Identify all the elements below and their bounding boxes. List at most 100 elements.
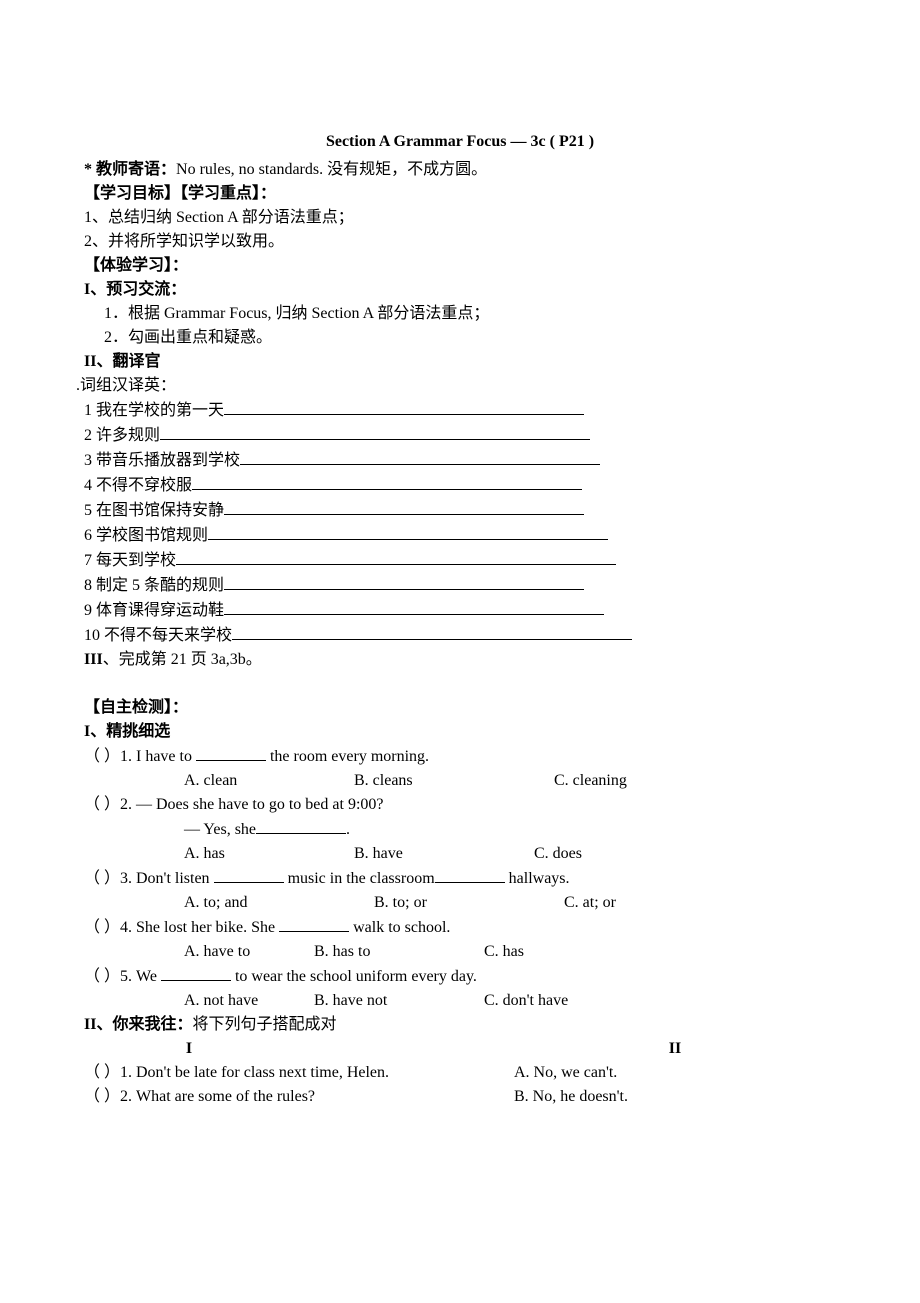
match-head-right: II — [294, 1037, 836, 1061]
mc-q1: （ ）1. I have to the room every morning. — [84, 744, 836, 769]
blank-line — [224, 498, 584, 515]
motto-label: * 教师寄语： — [84, 161, 176, 178]
translate-item-10: 10 不得不每天来学校 — [84, 623, 836, 648]
goal-2: 2、并将所学知识学以致用。 — [84, 230, 836, 254]
worksheet-page: Section A Grammar Focus — 3c ( P21 ) * 教… — [0, 0, 920, 1303]
translate-prompt-4: 4 不得不穿校服 — [84, 477, 192, 494]
match-heading-line: II、你来我往：将下列句子搭配成对 — [84, 1013, 836, 1037]
mc-stem-b: walk to school. — [349, 919, 450, 936]
mc-stem: （ ）1. I have to — [84, 748, 196, 765]
translate-prompt-7: 7 每天到学校 — [84, 552, 176, 569]
preview-heading: I、预习交流： — [84, 278, 836, 302]
mc-opt-b: B. has to — [314, 940, 484, 964]
mc-q4: （ ）4. She lost her bike. She walk to sch… — [84, 915, 836, 940]
translate-item-1: 1 我在学校的第一天 — [84, 398, 836, 423]
translate-item-7: 7 每天到学校 — [84, 548, 836, 573]
mc-opt-c: C. does — [534, 842, 582, 866]
experience-heading: 【体验学习】： — [84, 254, 836, 278]
preview-1: 1．根据 Grammar Focus, 归纳 Section A 部分语法重点； — [84, 302, 836, 326]
blank-line — [224, 598, 604, 615]
mc-opt-b: B. have not — [314, 989, 484, 1013]
blank-inline — [435, 866, 505, 883]
match-head-left: I — [84, 1037, 294, 1061]
selftest-heading: 【自主检测】： — [84, 696, 836, 720]
mc-q3: （ ）3. Don't listen music in the classroo… — [84, 866, 836, 891]
blank-inline — [214, 866, 284, 883]
mc-q2-ans-b: . — [346, 821, 350, 838]
mc-heading: I、精挑细选 — [84, 720, 836, 744]
translate-prompt-9: 9 体育课得穿运动鞋 — [84, 602, 224, 619]
iii-line: III、完成第 21 页 3a,3b。 — [84, 648, 836, 672]
translate-item-8: 8 制定 5 条酷的规则 — [84, 573, 836, 598]
translate-prompt-2: 2 许多规则 — [84, 427, 160, 444]
blank-inline — [256, 817, 346, 834]
match-q2: （ ）2. What are some of the rules? — [84, 1085, 514, 1109]
translate-item-3: 3 带音乐播放器到学校 — [84, 448, 836, 473]
blank-inline — [279, 915, 349, 932]
iii-label: III — [84, 651, 103, 668]
match-q1: （ ）1. Don't be late for class next time,… — [84, 1061, 514, 1085]
spacer — [84, 672, 836, 696]
blank-inline — [196, 744, 266, 761]
mc-opt-b: B. cleans — [354, 769, 554, 793]
mc-stem-c: hallways. — [505, 870, 570, 887]
mc-stem: （ ）3. Don't listen — [84, 870, 214, 887]
mc-q2-ans-a: — Yes, she — [184, 821, 256, 838]
mc-stem-b: the room every morning. — [266, 748, 429, 765]
mc-opt-a: A. not have — [184, 989, 314, 1013]
mc-stem: （ ）2. — Does she have to go to bed at 9:… — [84, 796, 384, 813]
translate-sub: .词组汉译英： — [76, 374, 836, 398]
mc-opt-c: C. don't have — [484, 989, 568, 1013]
mc-opt-c: C. cleaning — [554, 769, 627, 793]
mc-opt-b: B. have — [354, 842, 534, 866]
translate-prompt-5: 5 在图书馆保持安静 — [84, 502, 224, 519]
match-row-1: （ ）1. Don't be late for class next time,… — [84, 1061, 836, 1085]
mc-q1-opts: A. cleanB. cleansC. cleaning — [84, 769, 836, 793]
blank-line — [240, 448, 600, 465]
goal-1: 1、总结归纳 Section A 部分语法重点； — [84, 206, 836, 230]
mc-stem-b: music in the classroom — [284, 870, 435, 887]
mc-q2-opts: A. hasB. haveC. does — [84, 842, 836, 866]
goals-heading: 【学习目标】【学习重点】： — [84, 182, 836, 206]
preview-2: 2．勾画出重点和疑惑。 — [84, 326, 836, 350]
match-row-2: （ ）2. What are some of the rules? B. No,… — [84, 1085, 836, 1109]
mc-q2: （ ）2. — Does she have to go to bed at 9:… — [84, 793, 836, 817]
translate-item-2: 2 许多规则 — [84, 423, 836, 448]
blank-line — [192, 473, 582, 490]
blank-line — [224, 573, 584, 590]
match-a2: B. No, he doesn't. — [514, 1085, 836, 1109]
blank-line — [208, 523, 608, 540]
match-sub: 将下列句子搭配成对 — [192, 1016, 336, 1033]
mc-stem: （ ）4. She lost her bike. She — [84, 919, 279, 936]
mc-q5-opts: A. not haveB. have notC. don't have — [84, 989, 836, 1013]
iii-text: 、完成第 21 页 3a,3b。 — [103, 651, 262, 668]
translate-prompt-3: 3 带音乐播放器到学校 — [84, 452, 240, 469]
mc-stem-b: to wear the school uniform every day. — [231, 968, 477, 985]
page-title: Section A Grammar Focus — 3c ( P21 ) — [84, 130, 836, 154]
mc-opt-a: A. clean — [184, 769, 354, 793]
mc-opt-a: A. have to — [184, 940, 314, 964]
translate-prompt-6: 6 学校图书馆规则 — [84, 527, 208, 544]
motto-line: * 教师寄语：No rules, no standards. 没有规矩，不成方圆… — [84, 158, 836, 182]
translate-prompt-8: 8 制定 5 条酷的规则 — [84, 577, 224, 594]
translate-item-9: 9 体育课得穿运动鞋 — [84, 598, 836, 623]
match-a1: A. No, we can't. — [514, 1061, 836, 1085]
mc-opt-c: C. has — [484, 940, 524, 964]
mc-opt-a: A. to; and — [184, 891, 374, 915]
mc-q3-opts: A. to; andB. to; orC. at; or — [84, 891, 836, 915]
blank-line — [160, 423, 590, 440]
mc-opt-b: B. to; or — [374, 891, 564, 915]
mc-q2-line2: — Yes, she. — [84, 817, 836, 842]
blank-line — [176, 548, 616, 565]
translate-item-6: 6 学校图书馆规则 — [84, 523, 836, 548]
translate-item-4: 4 不得不穿校服 — [84, 473, 836, 498]
match-columns-head: I II — [84, 1037, 836, 1061]
translate-item-5: 5 在图书馆保持安静 — [84, 498, 836, 523]
translate-prompt-1: 1 我在学校的第一天 — [84, 402, 224, 419]
motto-text: No rules, no standards. 没有规矩，不成方圆。 — [176, 161, 487, 178]
translate-heading: II、翻译官 — [84, 350, 836, 374]
blank-line — [232, 623, 632, 640]
mc-q5: （ ）5. We to wear the school uniform ever… — [84, 964, 836, 989]
blank-inline — [161, 964, 231, 981]
mc-q4-opts: A. have toB. has toC. has — [84, 940, 836, 964]
